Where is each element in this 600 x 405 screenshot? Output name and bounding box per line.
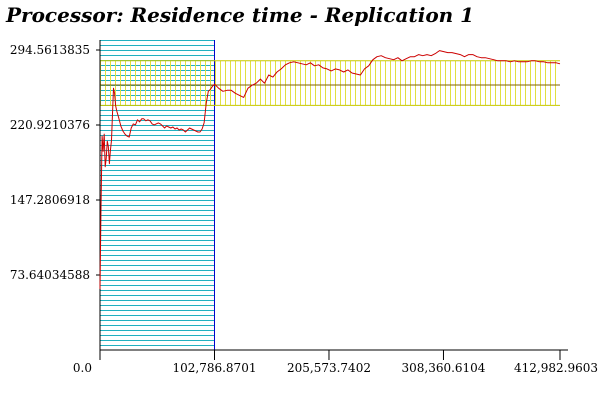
y-tick-label: 294.5613835 [10, 43, 90, 57]
plot-area: 294.5613835 220.9210376 147.2806918 73.6403… [10, 40, 598, 375]
x-tick-label: 205,573.7402 [287, 361, 371, 375]
chart-title: Processor: Residence time - Replication … [5, 3, 474, 27]
y-tick-label: 220.9210376 [10, 118, 90, 132]
series-line [99, 50, 561, 289]
y-tick-label: 73.64034588 [10, 268, 90, 282]
x-tick-label: 308,360.6104 [401, 361, 485, 375]
y-tick-label: 147.2806918 [10, 193, 90, 207]
x-tick-label: 0.0 [73, 361, 92, 375]
x-tick-label: 102,786.8701 [172, 361, 256, 375]
confidence-band [100, 60, 560, 106]
x-tick-label: 412,982.9603 [514, 361, 598, 375]
